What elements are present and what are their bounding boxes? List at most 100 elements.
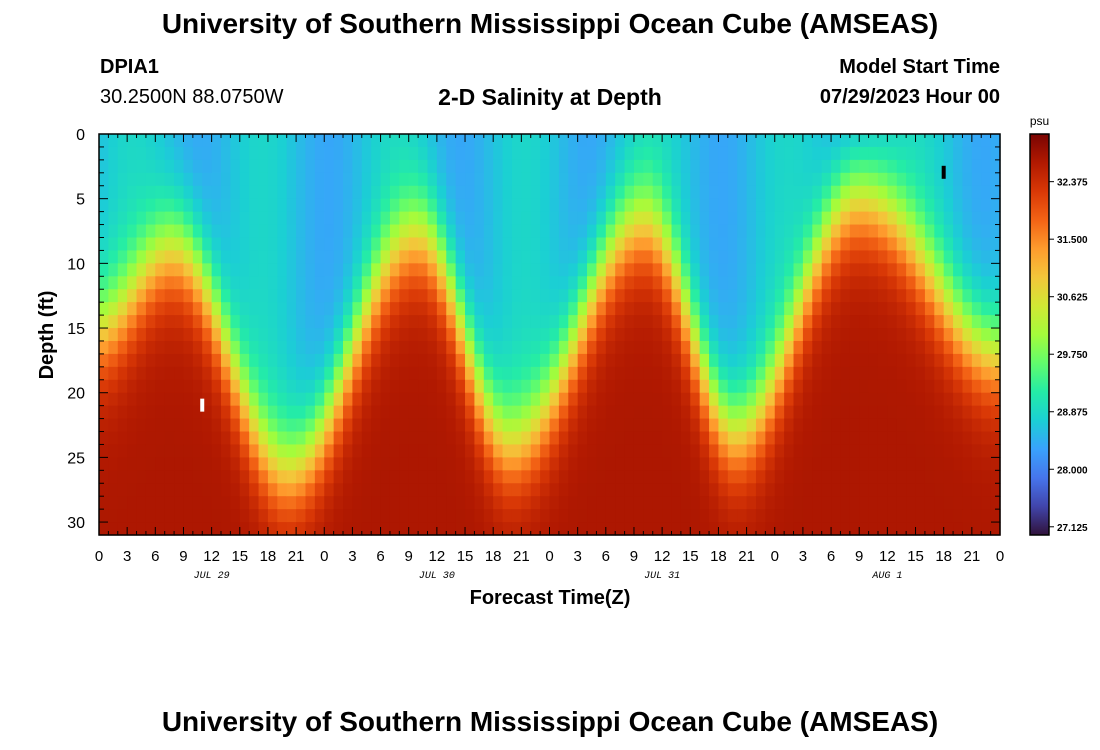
heatmap-cell	[981, 366, 992, 381]
heatmap-cell	[343, 483, 354, 497]
heatmap-cell	[840, 431, 851, 446]
heatmap-cell	[286, 496, 297, 510]
heatmap-cell	[239, 470, 250, 484]
heatmap-cell	[709, 366, 720, 381]
heatmap-cell	[371, 340, 382, 355]
heatmap-cell	[727, 522, 738, 536]
heatmap-cell	[943, 496, 954, 510]
heatmap-cell	[155, 315, 166, 329]
heatmap-cell	[849, 224, 860, 239]
heatmap-cell	[765, 431, 776, 446]
heatmap-cell	[117, 276, 128, 290]
heatmap-cell	[596, 483, 607, 497]
heatmap-cell	[192, 483, 203, 497]
heatmap-cell	[267, 522, 278, 536]
heatmap-cell	[765, 263, 776, 277]
heatmap-cell	[352, 237, 363, 252]
heatmap-cell	[221, 159, 231, 174]
heatmap-cell	[540, 159, 551, 174]
heatmap-cell	[164, 496, 175, 510]
heatmap-cell	[296, 457, 307, 471]
heatmap-cell	[155, 185, 166, 200]
heatmap-cell	[643, 237, 654, 252]
heatmap-cell	[924, 509, 935, 523]
heatmap-cell	[136, 224, 147, 239]
heatmap-cell	[615, 457, 626, 471]
heatmap-cell	[183, 392, 194, 407]
heatmap-cell	[202, 418, 213, 433]
x-tick-label: 6	[827, 548, 835, 565]
heatmap-cell	[239, 496, 250, 510]
heatmap-cell	[483, 353, 494, 368]
heatmap-cell	[765, 509, 776, 523]
heatmap-cell	[418, 470, 429, 484]
heatmap-cell	[877, 366, 888, 381]
heatmap-cell	[540, 366, 551, 381]
heatmap-cell	[108, 431, 119, 446]
heatmap-cell	[436, 405, 447, 420]
heatmap-cell	[680, 224, 691, 239]
heatmap-cell	[145, 159, 156, 174]
heatmap-cell	[605, 405, 616, 420]
heatmap-cell	[821, 263, 832, 277]
heatmap-cell	[596, 405, 607, 420]
heatmap-cell	[164, 134, 175, 148]
heatmap-cell	[361, 146, 372, 161]
heatmap-cell	[587, 134, 598, 148]
heatmap-cell	[568, 522, 579, 536]
heatmap-cell	[831, 172, 842, 187]
heatmap-cell	[821, 522, 832, 536]
heatmap-cell	[624, 159, 635, 174]
heatmap-cell	[643, 470, 654, 484]
heatmap-cell	[680, 185, 691, 200]
heatmap-cell	[155, 509, 166, 523]
heatmap-cell	[493, 340, 504, 355]
heatmap-cell	[690, 379, 701, 394]
heatmap-cell	[774, 146, 785, 161]
heatmap-cell	[662, 211, 673, 226]
heatmap-cell	[690, 224, 701, 239]
heatmap-cell	[502, 198, 513, 213]
heatmap-cell	[343, 431, 354, 446]
heatmap-cell	[643, 146, 654, 161]
heatmap-cell	[859, 289, 870, 303]
heatmap-cell	[286, 470, 297, 484]
heatmap-cell	[633, 134, 644, 148]
heatmap-cell	[145, 328, 156, 342]
heatmap-cell	[343, 172, 354, 187]
heatmap-cell	[802, 134, 813, 148]
heatmap-cell	[793, 405, 804, 420]
heatmap-cell	[802, 159, 813, 174]
heatmap-cell	[802, 470, 813, 484]
heatmap-cell	[202, 366, 213, 381]
heatmap-cell	[446, 185, 457, 200]
heatmap-cell	[793, 302, 804, 316]
x-tick-label: 21	[513, 548, 530, 565]
heatmap-cell	[530, 366, 541, 381]
heatmap-cell	[971, 353, 982, 368]
heatmap-cell	[530, 211, 541, 226]
heatmap-cell	[530, 134, 541, 148]
heatmap-cell	[981, 250, 992, 264]
x-tick-label: 0	[95, 548, 103, 565]
heatmap-cell	[455, 159, 466, 174]
heatmap-cell	[615, 302, 626, 316]
heatmap-cell	[174, 224, 185, 239]
heatmap-cell	[765, 444, 776, 458]
heatmap-cell	[155, 366, 166, 381]
heatmap-cell	[784, 366, 795, 381]
heatmap-cell	[427, 276, 438, 290]
heatmap-cell	[305, 263, 316, 277]
heatmap-cell	[962, 159, 973, 174]
heatmap-cell	[774, 289, 785, 303]
heatmap-cell	[211, 405, 222, 420]
heatmap-cell	[971, 134, 982, 148]
heatmap-cell	[502, 250, 513, 264]
heatmap-cell	[211, 146, 222, 161]
heatmap-cell	[455, 340, 466, 355]
heatmap-cell	[286, 276, 297, 290]
heatmap-cell	[380, 405, 391, 420]
heatmap-cell	[455, 315, 466, 329]
heatmap-cell	[624, 509, 635, 523]
heatmap-cell	[755, 522, 766, 536]
